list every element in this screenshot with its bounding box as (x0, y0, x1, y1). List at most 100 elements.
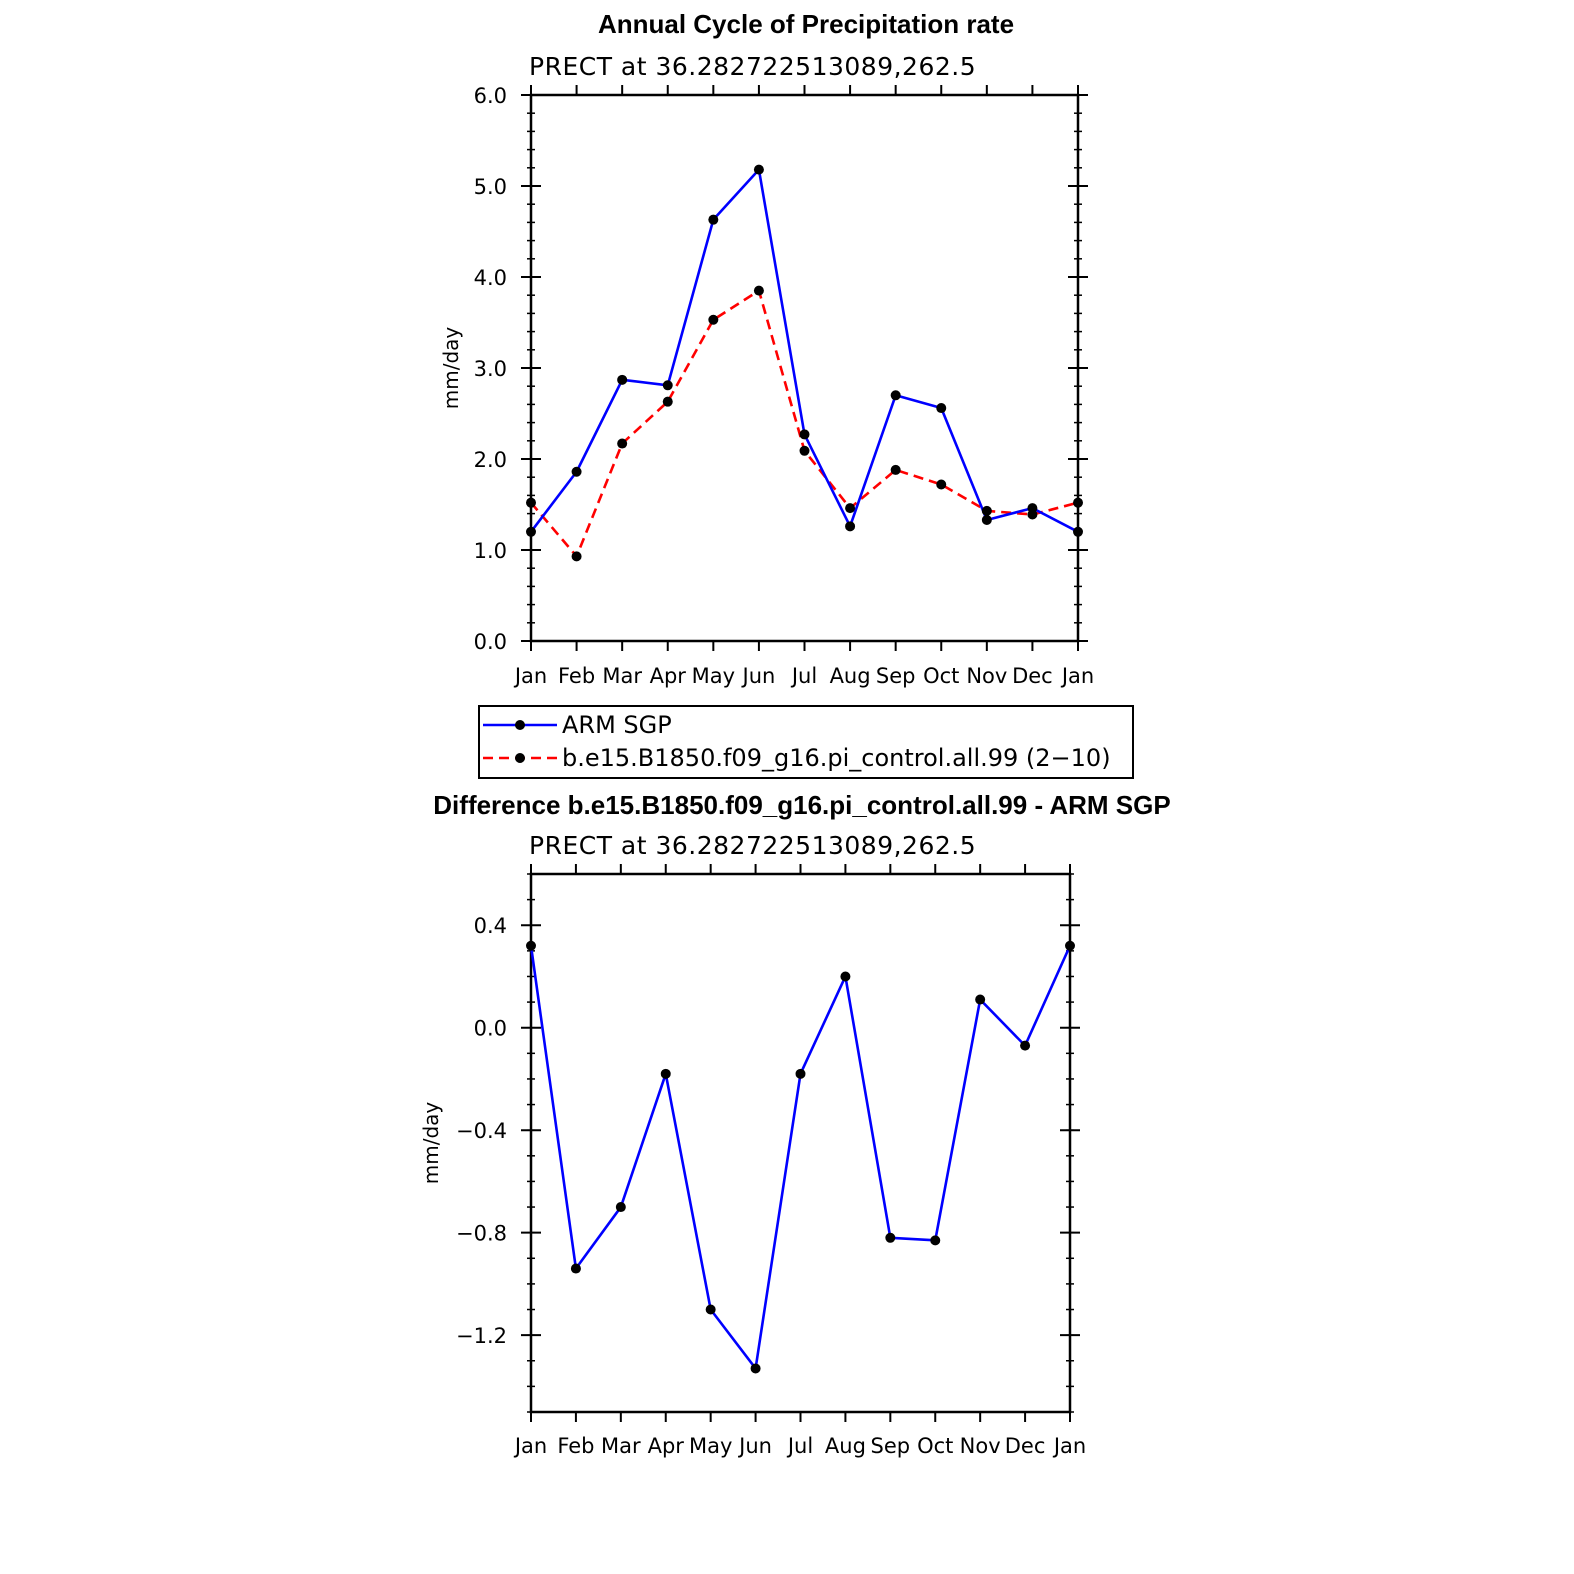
data-point (615, 1202, 626, 1213)
plot-border (529, 93, 1080, 643)
data-point (930, 1235, 941, 1246)
series-line (529, 945, 1072, 1370)
chart-title: Difference b.e15.B1850.f09_g16.pi_contro… (433, 790, 1170, 820)
data-point (753, 164, 764, 175)
data-point (571, 551, 582, 562)
difference-chart: Difference b.e15.B1850.f09_g16.pi_contro… (419, 790, 1171, 1458)
y-tick-label: 0.0 (474, 630, 507, 654)
chart-title: Annual Cycle of Precipitation rate (598, 9, 1014, 39)
y-tick-label: 0.4 (474, 914, 507, 938)
y-tick-label: 1.0 (474, 539, 507, 563)
data-point (753, 285, 764, 296)
x-tick-label: May (689, 1434, 732, 1458)
x-tick-label: Mar (602, 664, 642, 688)
y-tick-label: 2.0 (474, 448, 507, 472)
data-point (750, 1363, 761, 1374)
x-tick-label: Jan (513, 1434, 547, 1458)
data-point (981, 514, 992, 525)
x-tick-label: Dec (1005, 1434, 1046, 1458)
y-tick-label: 5.0 (474, 175, 507, 199)
data-point (526, 497, 536, 508)
data-point (662, 380, 673, 391)
y-axis-label: mm/day (419, 1102, 443, 1185)
data-point (845, 503, 856, 514)
legend-marker-model (515, 753, 525, 763)
series-group (526, 940, 1075, 1374)
data-point (890, 390, 901, 401)
x-tick-label: Sep (871, 1434, 911, 1458)
legend-label-arm-sgp: ARM SGP (562, 711, 672, 739)
data-point (617, 438, 628, 449)
x-tick-label: Feb (558, 664, 595, 688)
data-point (885, 1232, 896, 1243)
plot-frame (529, 872, 1072, 1414)
data-point (799, 429, 810, 440)
x-tick-labels: Jan Feb Mar Apr May Jun Jul Aug Sep Oct Nov Dec Jan (513, 1434, 1086, 1458)
x-tick-label: Aug (830, 664, 871, 688)
y-tick-label: 4.0 (474, 266, 507, 290)
series-line (529, 168, 1079, 533)
data-point (1065, 940, 1075, 951)
chart-subtitle: PRECT at 36.282722513089,262.5 (529, 831, 976, 860)
series-group (526, 164, 1083, 562)
y-tick-label: −0.4 (456, 1119, 507, 1143)
x-tick-label: May (692, 664, 735, 688)
legend-label-model: b.e15.B1850.f09_g16.pi_control.all.99 (2… (562, 744, 1111, 772)
y-tick-label: −0.8 (456, 1222, 507, 1246)
axis-ticks (521, 864, 1080, 1422)
data-point (708, 214, 719, 225)
data-point (571, 466, 582, 477)
x-tick-label: Jan (1052, 1434, 1086, 1458)
data-point (799, 445, 810, 456)
data-point (840, 971, 851, 982)
x-tick-label: Jan (513, 664, 547, 688)
y-tick-labels: 0.0 1.0 2.0 3.0 4.0 5.0 6.0 (474, 84, 507, 654)
chart-subtitle: PRECT at 36.282722513089,262.5 (529, 52, 976, 81)
x-tick-label: Sep (876, 664, 916, 688)
data-point (662, 396, 673, 407)
data-point (1073, 526, 1083, 537)
x-tick-label: Apr (650, 664, 687, 688)
y-tick-labels: −1.2 −0.8 −0.4 0.0 0.4 (456, 914, 507, 1348)
data-point (705, 1304, 716, 1315)
y-tick-label: −1.2 (456, 1324, 507, 1348)
x-tick-label: Dec (1012, 664, 1053, 688)
y-tick-label: 0.0 (474, 1017, 507, 1041)
y-tick-label: 3.0 (474, 357, 507, 381)
data-point (890, 464, 901, 475)
x-tick-label: Jan (1060, 664, 1094, 688)
x-tick-label: Jun (741, 664, 776, 688)
legend: ARM SGP b.e15.B1850.f09_g16.pi_control.a… (478, 705, 1134, 779)
x-tick-label: Oct (923, 664, 959, 688)
data-point (845, 521, 856, 532)
data-point (1020, 1040, 1031, 1051)
data-point (795, 1068, 806, 1079)
y-axis-label: mm/day (439, 327, 463, 410)
x-tick-labels: Jan Feb Mar Apr May Jun Jul Aug Sep Oct Nov Dec Jan (513, 664, 1094, 688)
x-tick-label: Apr (648, 1434, 685, 1458)
data-point (975, 994, 986, 1005)
data-point (570, 1263, 581, 1274)
data-point (1027, 503, 1038, 514)
x-tick-label: Nov (960, 1434, 1001, 1458)
x-tick-label: Nov (966, 664, 1007, 688)
data-point (617, 374, 628, 385)
data-point (936, 403, 947, 414)
data-point (526, 526, 536, 537)
data-point (981, 505, 992, 516)
data-point (936, 479, 947, 490)
data-point (1073, 497, 1083, 508)
data-point (708, 314, 719, 325)
y-tick-label: 6.0 (474, 84, 507, 108)
x-tick-label: Jun (737, 1434, 772, 1458)
plot-frame (529, 93, 1080, 643)
legend-marker-arm-sgp (515, 720, 525, 730)
annual-cycle-chart: Annual Cycle of Precipitation rate PRECT… (439, 9, 1094, 688)
x-tick-label: Oct (917, 1434, 953, 1458)
legend-box (478, 705, 1134, 779)
x-tick-label: Mar (601, 1434, 641, 1458)
x-tick-label: Aug (825, 1434, 866, 1458)
axis-ticks (521, 85, 1088, 651)
x-tick-label: Jul (786, 1434, 813, 1458)
